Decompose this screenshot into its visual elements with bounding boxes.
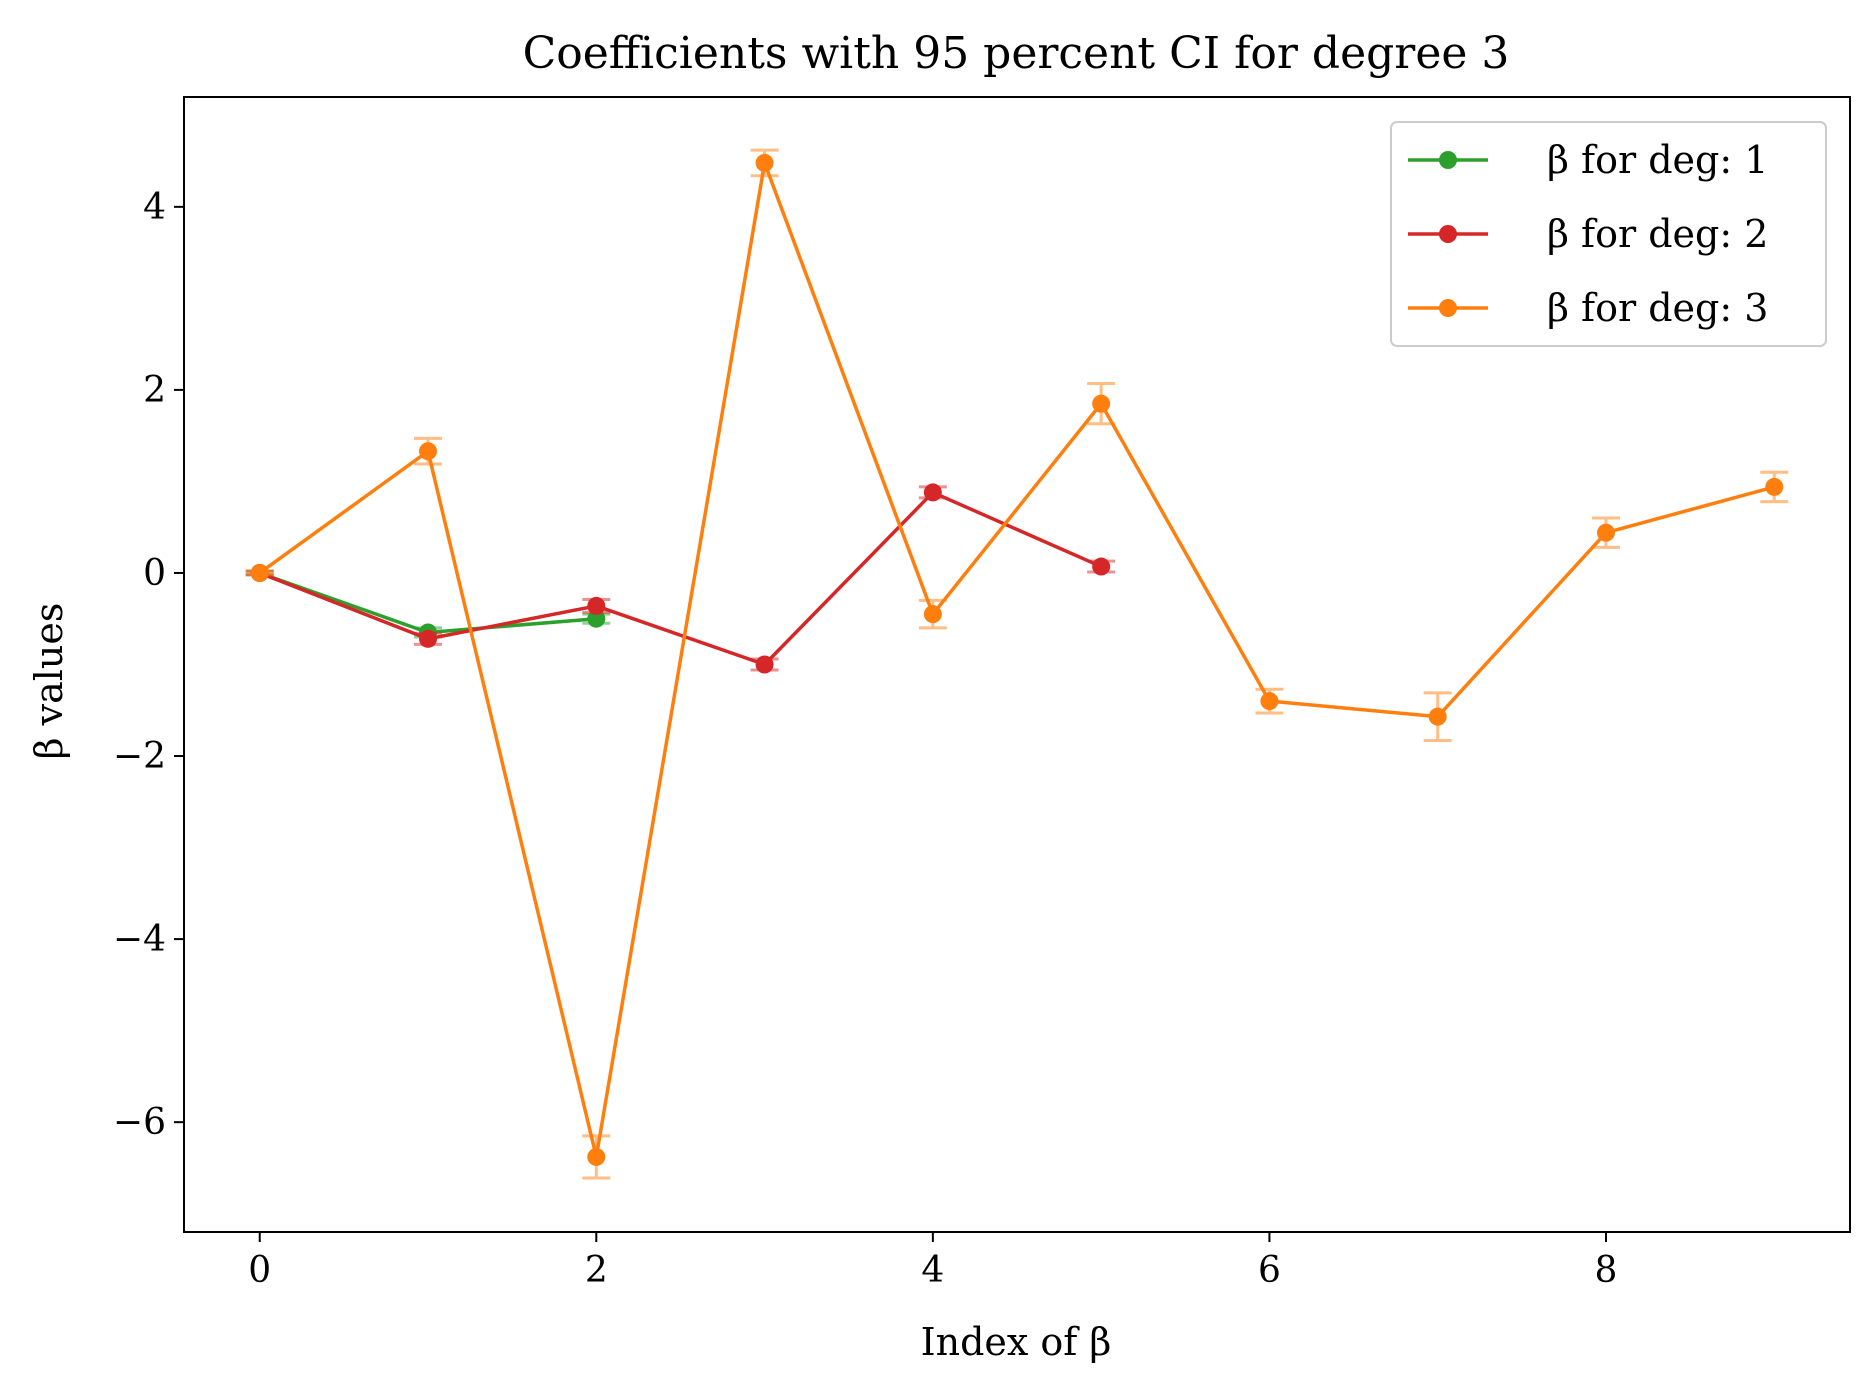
plot-area: 0 2 4 6 8 −6 −4 −2 0 2 4 bbox=[113, 96, 1851, 1291]
chart-title: Coefficients with 95 percent CI for degr… bbox=[523, 28, 1510, 79]
legend-swatch-marker bbox=[1439, 151, 1457, 169]
data-point bbox=[1428, 707, 1447, 726]
y-tick-label: −6 bbox=[113, 1102, 166, 1143]
y-tick-label: −2 bbox=[113, 736, 166, 777]
data-point bbox=[587, 609, 606, 628]
series-line bbox=[258, 161, 1775, 1159]
legend-swatch-marker bbox=[1439, 225, 1457, 243]
x-tick-label: 4 bbox=[921, 1250, 944, 1291]
x-tick-label: 2 bbox=[585, 1250, 608, 1291]
y-tick-label: 4 bbox=[143, 187, 166, 228]
legend-item: β for deg: 1 bbox=[1408, 138, 1768, 182]
y-tick-label: 0 bbox=[143, 553, 166, 594]
data-point bbox=[1765, 477, 1784, 496]
data-point bbox=[587, 1147, 606, 1166]
series-2 bbox=[245, 483, 1116, 674]
y-tick-label: 2 bbox=[143, 370, 166, 411]
legend-label: β for deg: 3 bbox=[1547, 286, 1768, 330]
x-tick-label: 6 bbox=[1258, 1250, 1281, 1291]
data-point bbox=[1092, 557, 1111, 576]
data-point bbox=[755, 655, 774, 674]
data-point bbox=[923, 483, 942, 502]
data-point bbox=[923, 605, 942, 624]
legend-swatch-marker bbox=[1439, 299, 1457, 317]
series-1 bbox=[245, 563, 611, 642]
legend-box bbox=[1390, 121, 1827, 347]
legend-label: β for deg: 2 bbox=[1547, 212, 1768, 256]
legend-label: β for deg: 1 bbox=[1547, 138, 1768, 182]
series-3 bbox=[245, 148, 1789, 1180]
data-point bbox=[250, 563, 269, 582]
axes-frame bbox=[183, 96, 1851, 1233]
legend-item: β for deg: 3 bbox=[1408, 286, 1768, 330]
data-point bbox=[755, 153, 774, 172]
legend: β for deg: 1 β for deg: 2 β for deg: 3 bbox=[1390, 121, 1827, 347]
data-point bbox=[1092, 394, 1111, 413]
data-point bbox=[1596, 523, 1615, 542]
y-tick-label: −4 bbox=[113, 919, 166, 960]
data-point bbox=[587, 596, 606, 615]
legend-item: β for deg: 2 bbox=[1408, 212, 1768, 256]
data-point bbox=[419, 629, 438, 648]
x-axis-label: Index of β bbox=[921, 1320, 1112, 1364]
data-point bbox=[1260, 692, 1279, 711]
x-tick-label: 0 bbox=[248, 1250, 271, 1291]
data-point bbox=[419, 442, 438, 461]
series-line bbox=[259, 490, 1102, 667]
y-axis-label: β values bbox=[27, 603, 71, 760]
x-tick-label: 8 bbox=[1595, 1250, 1618, 1291]
